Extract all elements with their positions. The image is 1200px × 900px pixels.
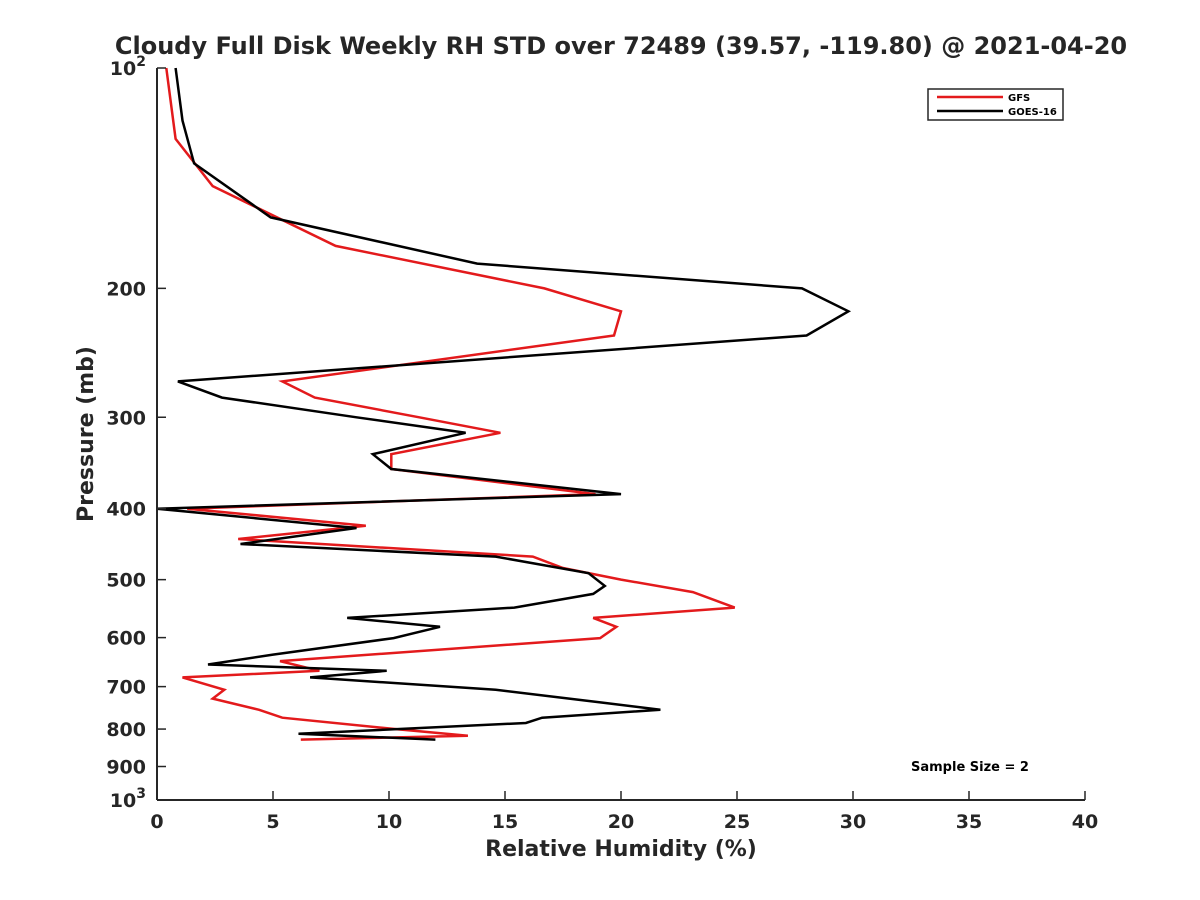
series-line-goes16: [156, 67, 852, 741]
x-tick-label: 0: [150, 811, 163, 833]
y-tick-label: 300: [106, 407, 146, 429]
y-tick-label: 800: [106, 719, 146, 741]
x-tick-label: 30: [840, 811, 866, 833]
y-tick-label: 900: [106, 757, 146, 779]
series-layer: [156, 67, 852, 741]
y-tick-label: 102: [110, 54, 146, 80]
x-axis-label: Relative Humidity (%): [485, 837, 757, 862]
legend-box: [927, 88, 1064, 121]
x-tick-label: 40: [1072, 811, 1098, 833]
y-tick-label: 700: [106, 677, 146, 699]
x-tick-label: 10: [376, 811, 402, 833]
y-tick-label: 200: [106, 278, 146, 300]
sample-size-annotation: Sample Size = 2: [911, 760, 1029, 775]
y-tick-label: 500: [106, 570, 146, 592]
x-tick-label: 20: [608, 811, 634, 833]
legend-label-goes16: GOES-16: [1008, 107, 1057, 118]
x-tick-label: 35: [956, 811, 982, 833]
y-ticks: 102 200 300 400 500 600 700 800 900 103: [106, 54, 166, 812]
legend-label-gfs: GFS: [1008, 93, 1030, 104]
x-ticks: 0 5 10 15 20 25 30 35 40: [150, 791, 1098, 833]
y-tick-label: 103: [110, 786, 146, 812]
y-tick-label: 400: [106, 499, 146, 521]
x-tick-label: 15: [492, 811, 518, 833]
legend: GFS GOES-16: [927, 88, 1064, 121]
y-tick-label: 600: [106, 628, 146, 650]
chart-title: Cloudy Full Disk Weekly RH STD over 7248…: [115, 32, 1127, 60]
series-line-gfs: [165, 67, 736, 741]
plot-area: [157, 68, 1085, 800]
x-tick-label: 5: [266, 811, 279, 833]
x-tick-label: 25: [724, 811, 750, 833]
y-axis-label: Pressure (mb): [74, 346, 99, 522]
